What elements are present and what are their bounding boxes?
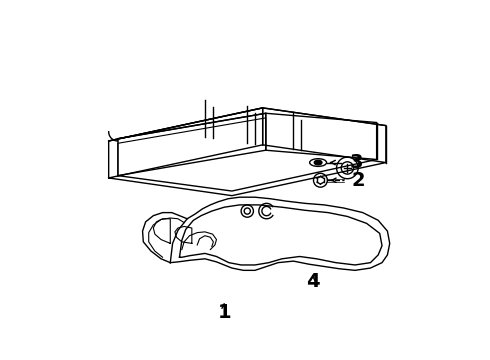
Text: 3: 3 [350,153,363,172]
Ellipse shape [314,160,322,165]
Text: 1: 1 [218,303,231,322]
Text: 2: 2 [351,171,365,190]
Text: 4: 4 [306,273,319,291]
